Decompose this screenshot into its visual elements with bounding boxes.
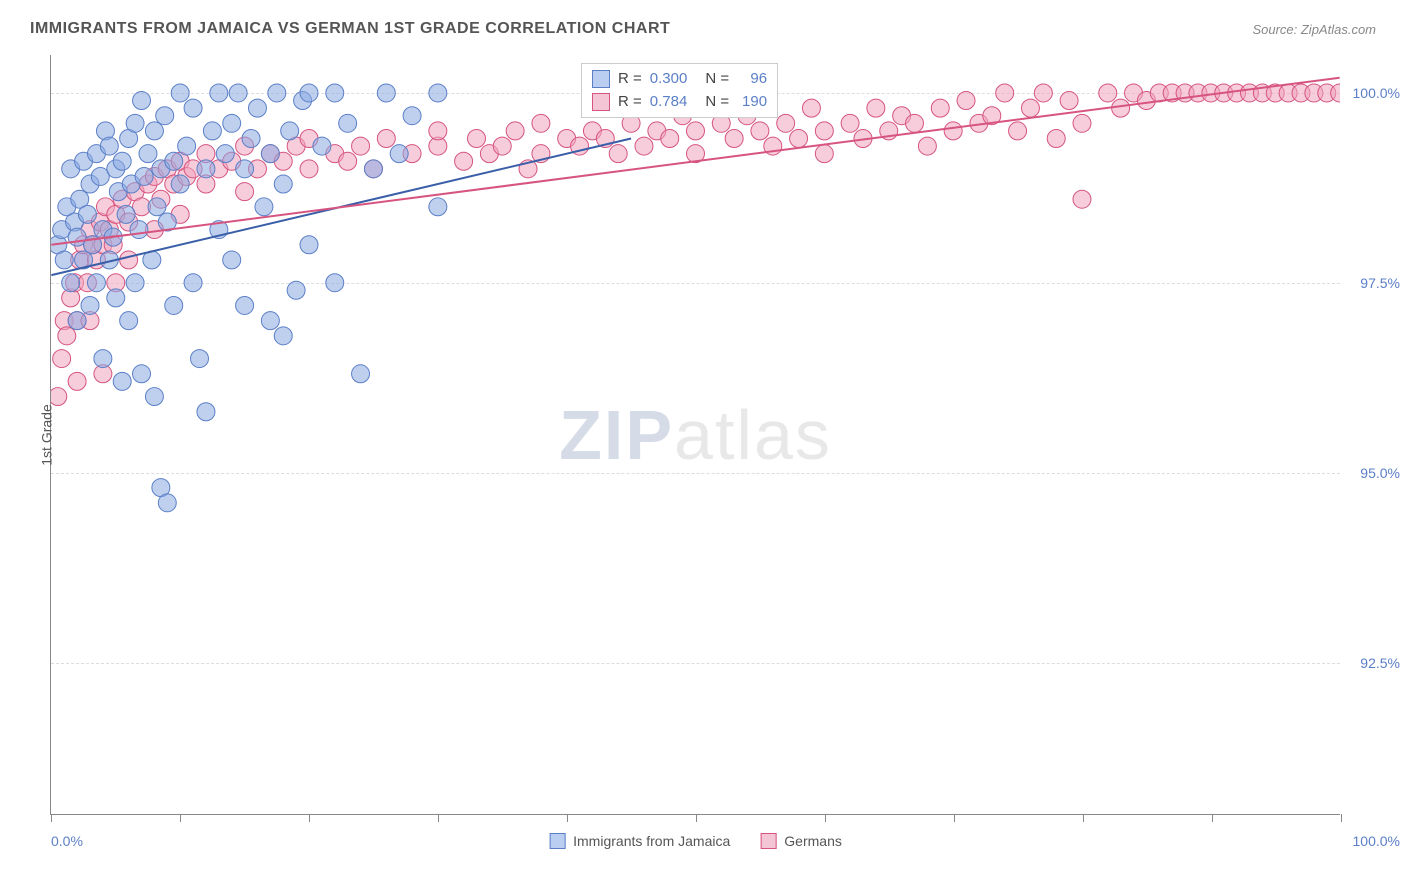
scatter-plot xyxy=(51,55,1340,814)
legend-row-jamaica: R = 0.300 N = 96 xyxy=(592,68,767,91)
x-tick xyxy=(180,814,181,822)
x-tick xyxy=(567,814,568,822)
x-tick xyxy=(696,814,697,822)
x-tick xyxy=(1212,814,1213,822)
y-tick-label: 97.5% xyxy=(1360,275,1400,291)
legend-swatch-germans-icon xyxy=(760,833,776,849)
chart-source: Source: ZipAtlas.com xyxy=(1252,22,1376,37)
x-axis-max-label: 100.0% xyxy=(1353,833,1400,849)
x-tick xyxy=(51,814,52,822)
legend-item-germans: Germans xyxy=(760,833,842,849)
r-value-germans: 0.784 xyxy=(650,91,688,114)
chart-container: 1st Grade 100.0%97.5%95.0%92.5% ZIPatlas… xyxy=(50,55,1340,815)
n-label: N = xyxy=(705,91,729,114)
r-label: R = xyxy=(618,68,642,91)
x-tick xyxy=(438,814,439,822)
x-tick xyxy=(825,814,826,822)
y-tick-label: 92.5% xyxy=(1360,655,1400,671)
legend-swatch-jamaica-icon xyxy=(549,833,565,849)
legend-label-jamaica: Immigrants from Jamaica xyxy=(573,833,730,849)
y-tick-label: 95.0% xyxy=(1360,465,1400,481)
r-value-jamaica: 0.300 xyxy=(650,68,688,91)
series-legend: Immigrants from Jamaica Germans xyxy=(549,833,842,849)
n-label: N = xyxy=(705,68,729,91)
legend-item-jamaica: Immigrants from Jamaica xyxy=(549,833,730,849)
x-tick xyxy=(309,814,310,822)
n-value-germans: 190 xyxy=(737,91,767,114)
x-tick xyxy=(1341,814,1342,822)
r-label: R = xyxy=(618,91,642,114)
legend-swatch-jamaica xyxy=(592,70,610,88)
x-tick xyxy=(954,814,955,822)
correlation-legend: R = 0.300 N = 96 R = 0.784 N = 190 xyxy=(581,63,778,118)
x-tick xyxy=(1083,814,1084,822)
x-axis-min-label: 0.0% xyxy=(51,833,83,849)
legend-row-germans: R = 0.784 N = 190 xyxy=(592,91,767,114)
y-tick-label: 100.0% xyxy=(1353,85,1400,101)
legend-swatch-germans xyxy=(592,93,610,111)
chart-title: IMMIGRANTS FROM JAMAICA VS GERMAN 1ST GR… xyxy=(30,20,670,38)
n-value-jamaica: 96 xyxy=(737,68,767,91)
legend-label-germans: Germans xyxy=(784,833,842,849)
